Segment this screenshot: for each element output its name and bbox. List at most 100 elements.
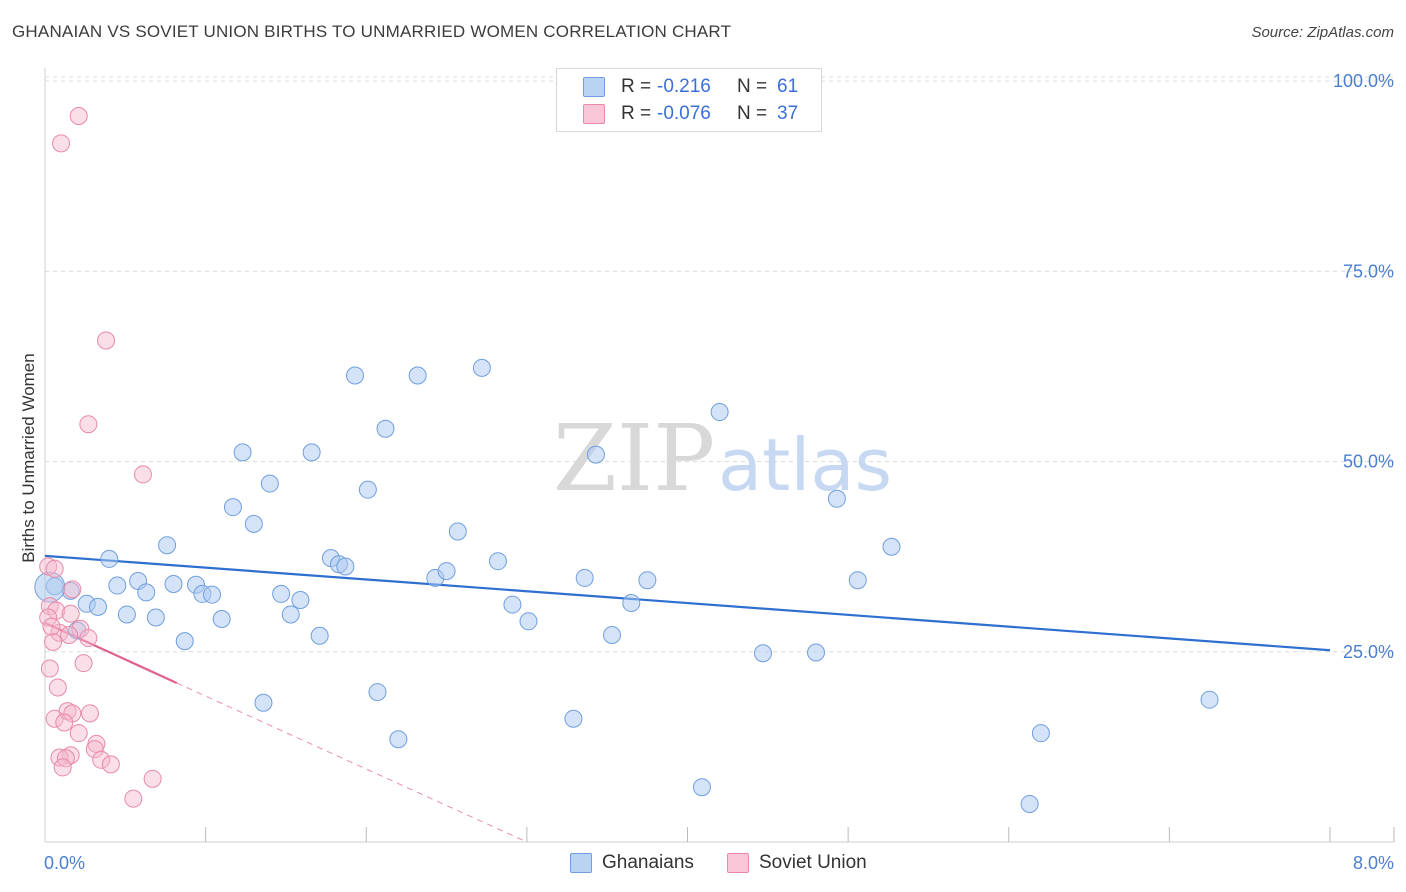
ghanaians-point[interactable] bbox=[503, 595, 522, 614]
legend-n-value: 37 bbox=[777, 103, 799, 124]
soviet-union-point[interactable] bbox=[124, 789, 143, 808]
ghanaians-point[interactable] bbox=[89, 597, 108, 616]
y-tick-label-100: 100.0% bbox=[1333, 71, 1394, 91]
ghanaians-point[interactable] bbox=[692, 778, 711, 797]
ghanaians-point[interactable] bbox=[622, 594, 641, 613]
soviet-union-point[interactable] bbox=[61, 604, 80, 623]
soviet-union-point[interactable] bbox=[50, 748, 69, 767]
watermark-zip: ZIP bbox=[553, 405, 715, 512]
ghanaians-point[interactable] bbox=[291, 591, 310, 610]
soviet-union-point[interactable] bbox=[63, 580, 82, 599]
ghanaians-point[interactable] bbox=[108, 576, 127, 595]
ghanaians-point[interactable] bbox=[310, 626, 329, 645]
ghanaians-point[interactable] bbox=[519, 612, 538, 631]
ghanaians-point[interactable] bbox=[1020, 794, 1039, 813]
soviet-union-point[interactable] bbox=[79, 415, 98, 434]
ghanaians-point[interactable] bbox=[603, 626, 622, 645]
watermark-atlas: atlas bbox=[718, 423, 892, 507]
ghanaians-point[interactable] bbox=[233, 443, 252, 462]
ghanaians-point[interactable] bbox=[389, 730, 408, 749]
ghanaians-point[interactable] bbox=[472, 358, 491, 377]
soviet-union-point[interactable] bbox=[44, 632, 63, 651]
ghanaians-point[interactable] bbox=[175, 632, 194, 651]
ghanaians-label: Ghanaians bbox=[602, 852, 694, 873]
ghanaians-point[interactable] bbox=[336, 557, 355, 576]
ghanaians-point[interactable] bbox=[34, 571, 66, 603]
ghanaians-point[interactable] bbox=[212, 610, 231, 629]
ghanaians-point[interactable] bbox=[137, 583, 156, 602]
legend-n-label: N = bbox=[737, 76, 768, 97]
soviet-union-point[interactable] bbox=[143, 769, 162, 788]
y-tick-label-50: 50.0% bbox=[1343, 452, 1394, 472]
soviet-union-points bbox=[39, 107, 162, 808]
soviet-union-point[interactable] bbox=[42, 617, 61, 636]
legend-r-value: -0.076 bbox=[657, 103, 711, 124]
ghanaians-trend bbox=[44, 554, 1331, 652]
legend-row-soviet-union: R = -0.076 N = 37 bbox=[557, 101, 798, 127]
legend-n-value: 61 bbox=[777, 76, 799, 97]
ghanaians-trend-line bbox=[44, 554, 1331, 652]
legend-item-ghanaians[interactable]: Ghanaians bbox=[570, 852, 694, 874]
ghanaians-point[interactable] bbox=[575, 568, 594, 587]
ghanaians-point[interactable] bbox=[302, 443, 321, 462]
ghanaians-point[interactable] bbox=[100, 549, 119, 568]
y-axis-label: Births to Unmarried Women bbox=[19, 353, 38, 562]
legend-swatch-blue bbox=[583, 77, 605, 97]
soviet-union-point[interactable] bbox=[101, 755, 120, 774]
ghanaians-point[interactable] bbox=[254, 693, 273, 712]
ghanaians-point[interactable] bbox=[223, 498, 242, 517]
ghanaians-point[interactable] bbox=[848, 571, 867, 590]
ghanaians-point[interactable] bbox=[203, 585, 222, 604]
x-tick-max: 8.0% bbox=[1353, 853, 1394, 873]
soviet-union-point[interactable] bbox=[85, 740, 104, 759]
ghanaians-point[interactable] bbox=[638, 571, 657, 590]
soviet-union-point[interactable] bbox=[69, 724, 88, 743]
ghanaians-point[interactable] bbox=[1200, 690, 1219, 709]
ghanaians-point[interactable] bbox=[244, 514, 263, 533]
soviet-union-point[interactable] bbox=[80, 704, 99, 723]
ghanaians-point[interactable] bbox=[346, 366, 365, 385]
soviet-union-point[interactable] bbox=[45, 559, 64, 578]
y-tick-labels: 25.0% 50.0% 75.0% 100.0% bbox=[1333, 71, 1394, 662]
ghanaians-point[interactable] bbox=[158, 536, 177, 555]
soviet-union-point[interactable] bbox=[40, 597, 59, 616]
soviet-union-point[interactable] bbox=[133, 465, 152, 484]
soviet-union-point[interactable] bbox=[97, 331, 116, 350]
soviet-union-point[interactable] bbox=[55, 713, 74, 732]
ghanaians-point[interactable] bbox=[586, 445, 605, 464]
soviet-union-point[interactable] bbox=[69, 107, 88, 126]
ghanaians-point[interactable] bbox=[827, 489, 846, 508]
ghanaians-point[interactable] bbox=[164, 575, 183, 594]
soviet-union-point[interactable] bbox=[45, 709, 64, 728]
ghanaians-point[interactable] bbox=[117, 605, 136, 624]
ghanaians-point[interactable] bbox=[882, 537, 901, 556]
ghanaians-point[interactable] bbox=[272, 584, 291, 603]
ghanaians-point[interactable] bbox=[368, 683, 387, 702]
soviet-union-point[interactable] bbox=[79, 629, 98, 648]
soviet-union-point[interactable] bbox=[53, 758, 72, 777]
ghanaians-point[interactable] bbox=[1031, 724, 1050, 743]
watermark: ZIP atlas bbox=[553, 405, 892, 512]
soviet-union-point[interactable] bbox=[92, 750, 111, 769]
ghanaians-point[interactable] bbox=[753, 644, 772, 663]
ghanaians-point[interactable] bbox=[358, 480, 377, 499]
legend-item-soviet-union[interactable]: Soviet Union bbox=[727, 852, 867, 874]
ghanaians-point[interactable] bbox=[488, 552, 507, 571]
ghanaians-point[interactable] bbox=[564, 709, 583, 728]
soviet-union-point[interactable] bbox=[52, 134, 71, 153]
ghanaians-point[interactable] bbox=[408, 366, 427, 385]
soviet-union-point[interactable] bbox=[40, 659, 59, 678]
soviet-union-point[interactable] bbox=[48, 678, 67, 697]
ghanaians-point[interactable] bbox=[376, 419, 395, 438]
grid-lines bbox=[45, 76, 1394, 653]
soviet-union-point[interactable] bbox=[60, 626, 79, 645]
ghanaians-point[interactable] bbox=[281, 605, 300, 624]
ghanaians-point[interactable] bbox=[146, 608, 165, 627]
legend-n-label: N = bbox=[737, 103, 768, 124]
ghanaians-point[interactable] bbox=[807, 643, 825, 662]
ghanaians-point[interactable] bbox=[710, 403, 729, 422]
ghanaians-point[interactable] bbox=[448, 522, 467, 541]
soviet-union-point[interactable] bbox=[74, 654, 93, 673]
ghanaians-point[interactable] bbox=[437, 562, 456, 581]
ghanaians-point[interactable] bbox=[260, 474, 279, 493]
